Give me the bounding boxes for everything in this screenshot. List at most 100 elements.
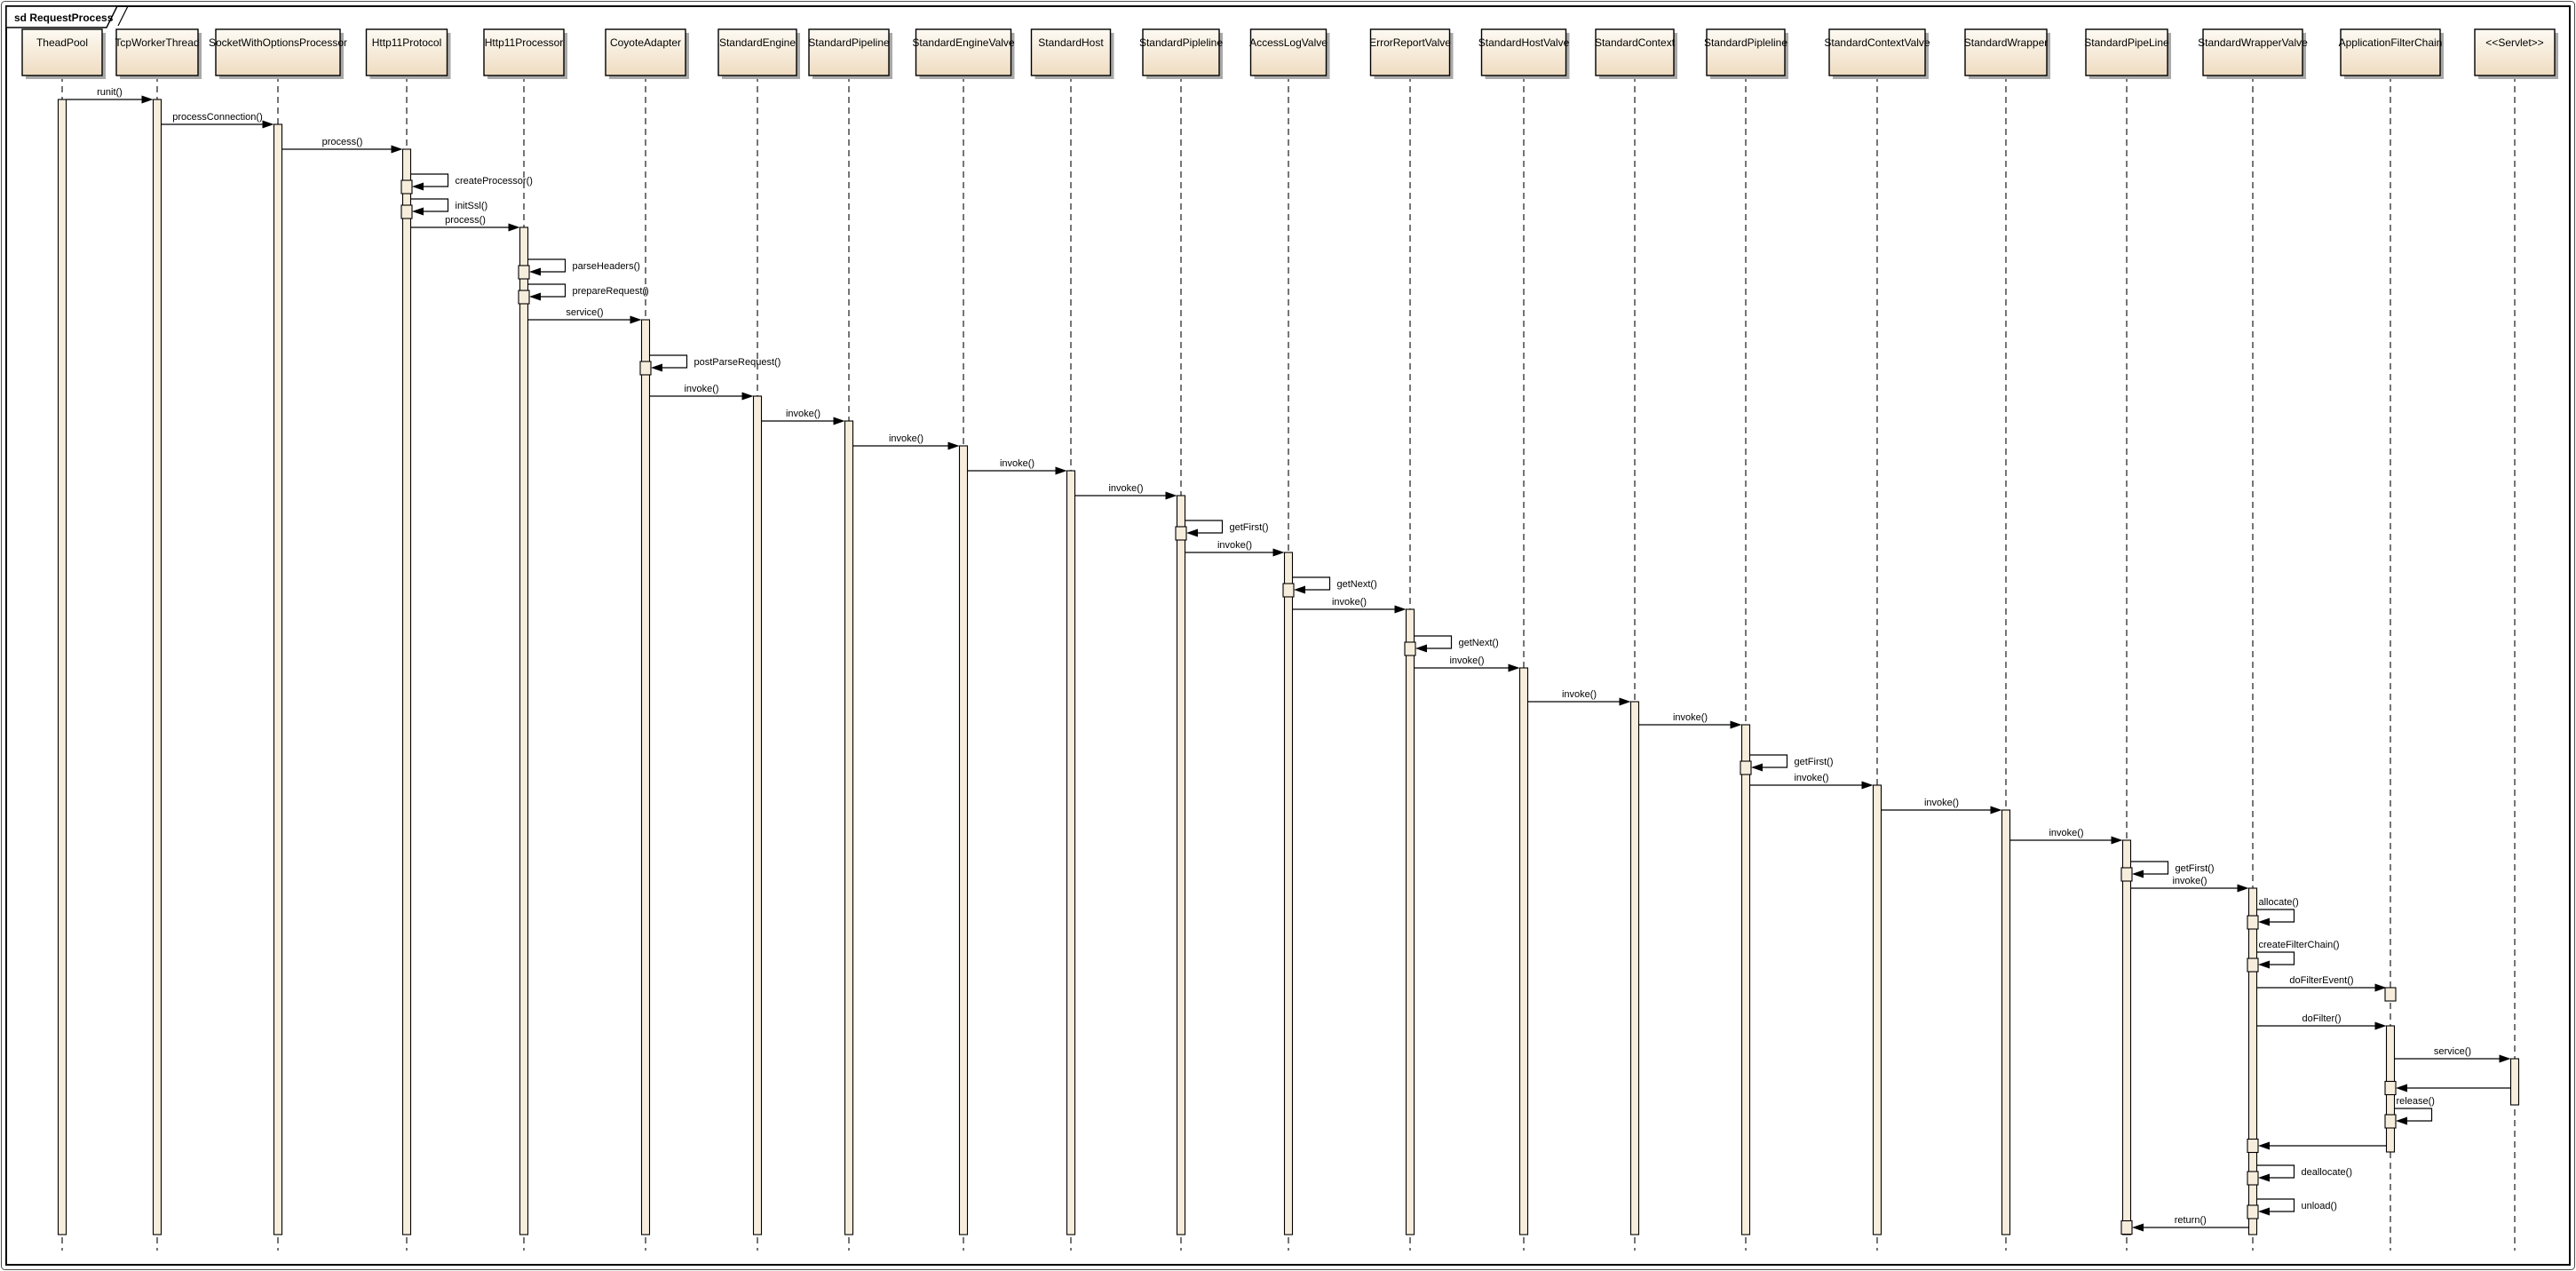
message-label-service()-33: service() [2434,1046,2471,1057]
message-label-invoke()-21: invoke() [1562,689,1597,700]
activation-bar-17 [2001,809,2011,1235]
activation-bar-22 [2509,1058,2520,1106]
return-target-box-return-34 [2384,1080,2397,1096]
message-arrowhead-getFirst()-15 [1186,528,1198,537]
message-label-invoke()-14: invoke() [1108,483,1143,494]
message-arrowhead-invoke()-13 [1055,466,1067,475]
nested-activation-box-getFirst()-23 [1740,760,1752,775]
message-self-line-getNext()-19 [1414,635,1453,649]
message-label-return()-39: return() [2175,1215,2207,1226]
lifeline-head-20 [2340,28,2441,76]
message-self-line-initSsl()-4 [410,198,449,212]
message-arrowhead-process()-5 [508,223,520,232]
frame-tab-accent-line [117,5,129,27]
message-label-process()-5: process() [445,215,486,226]
message-arrowhead-getFirst()-27 [2132,870,2144,878]
message-self-line-allocate()-29 [2256,909,2295,923]
message-arrowhead-return-34 [2396,1084,2407,1092]
message-arrowhead-createProcessor()-3 [412,182,424,191]
lifeline-label-1: TcpWorkerThread [115,36,199,49]
lifeline-head-19 [2202,28,2303,76]
nested-activation-box-unload()-38 [2247,1204,2259,1219]
message-label-invoke()-16: invoke() [1217,540,1252,551]
message-arrowhead-service()-33 [2499,1054,2511,1063]
lifeline-head-18 [2085,28,2168,76]
lifeline-head-6 [717,28,797,76]
message-label-parseHeaders()-6: parseHeaders() [573,261,640,272]
activation-bar-1 [152,99,162,1235]
message-arrowhead-postParseRequest()-9 [651,363,662,372]
message-self-line-deallocate()-37 [2256,1164,2295,1179]
message-label-service()-8: service() [566,307,603,318]
message-arrowhead-invoke()-12 [947,441,960,450]
message-arrowhead-invoke()-11 [833,417,845,425]
message-label-invoke()-18: invoke() [1332,597,1367,608]
lifeline-head-14 [1595,28,1675,76]
lifeline-label-20: ApplicationFilterChain [2339,36,2443,49]
lifeline-head-2 [215,28,341,76]
lifeline-head-17 [1964,28,2048,76]
message-label-initSsl()-4: initSsl() [456,201,488,211]
lifeline-label-6: StandardEngine [719,36,796,49]
message-label-invoke()-26: invoke() [2049,828,2083,838]
nested-activation-box-getFirst()-27 [2120,867,2133,882]
activation-bar-6 [752,395,763,1235]
message-arrowhead-getFirst()-23 [1751,763,1763,772]
activation-bar-0 [57,99,67,1235]
lifeline-label-9: StandardHost [1038,36,1104,49]
lifeline-head-7 [808,28,890,76]
message-arrowhead-parseHeaders()-6 [529,267,541,276]
message-label-runit()-0: runit() [97,87,123,98]
activation-bar-13 [1518,667,1529,1235]
lifeline-head-5 [605,28,686,76]
activation-bar-20 [2384,987,2397,1002]
return-target-box-return-36 [2247,1138,2259,1154]
activation-bar-14 [1629,701,1640,1235]
activation-bar-12 [1405,608,1415,1235]
activation-bar-10 [1176,495,1186,1235]
message-self-line-getFirst()-23 [1749,754,1788,768]
lifeline-label-8: StandardEngineValve [912,36,1015,49]
nested-activation-box-deallocate()-37 [2247,1171,2259,1186]
lifeline-label-14: StandardContext [1595,36,1676,49]
lifeline-label-17: StandardWrapper [1964,36,2049,49]
message-arrowhead-getNext()-17 [1294,585,1305,594]
message-self-line-parseHeaders()-6 [527,258,567,273]
return-target-box-return()-39 [2120,1219,2133,1235]
lifeline-label-4: Http11Processor [485,36,563,49]
message-arrowhead-unload()-38 [2258,1207,2270,1216]
lifeline-head-0 [21,28,103,76]
nested-activation-box-createFilterChain()-30 [2247,957,2259,973]
lifeline-head-13 [1480,28,1567,76]
message-label-getFirst()-23: getFirst() [1795,757,1834,767]
lifeline-label-13: StandardHostValve [1478,36,1570,49]
message-arrowhead-getNext()-19 [1415,644,1427,653]
message-arrowhead-invoke()-14 [1165,491,1177,500]
lifeline-label-7: StandardPipeline [808,36,890,49]
lifeline-head-8 [915,28,1012,76]
activation-bar-5 [640,319,651,1235]
message-label-getFirst()-15: getFirst() [1230,522,1269,533]
message-label-processConnection()-1: processConnection() [172,112,263,123]
message-label-invoke()-12: invoke() [889,433,923,444]
message-arrowhead-invoke()-28 [2237,884,2249,893]
message-arrowhead-processConnection()-1 [262,120,274,129]
message-self-line-getFirst()-27 [2130,861,2169,875]
activation-bar-15 [1740,724,1751,1235]
message-label-process()-2: process() [322,137,363,147]
message-arrowhead-return()-39 [2132,1223,2144,1232]
lifeline-label-11: AccessLogValve [1249,36,1328,49]
message-self-line-getFirst()-15 [1185,520,1224,534]
message-arrowhead-release()-35 [2396,1116,2407,1125]
activation-bar-3 [401,148,412,1235]
message-label-release()-35: release() [2397,1096,2435,1107]
message-label-allocate()-29: allocate() [2259,897,2299,908]
message-label-invoke()-20: invoke() [1449,655,1484,666]
message-arrowhead-doFilter()-32 [2374,1021,2387,1030]
lifeline-head-21 [2474,28,2556,76]
message-self-line-postParseRequest()-9 [649,354,688,369]
lifeline-label-0: TheadPool [36,36,88,49]
lifeline-label-5: CoyoteAdapter [610,36,681,49]
